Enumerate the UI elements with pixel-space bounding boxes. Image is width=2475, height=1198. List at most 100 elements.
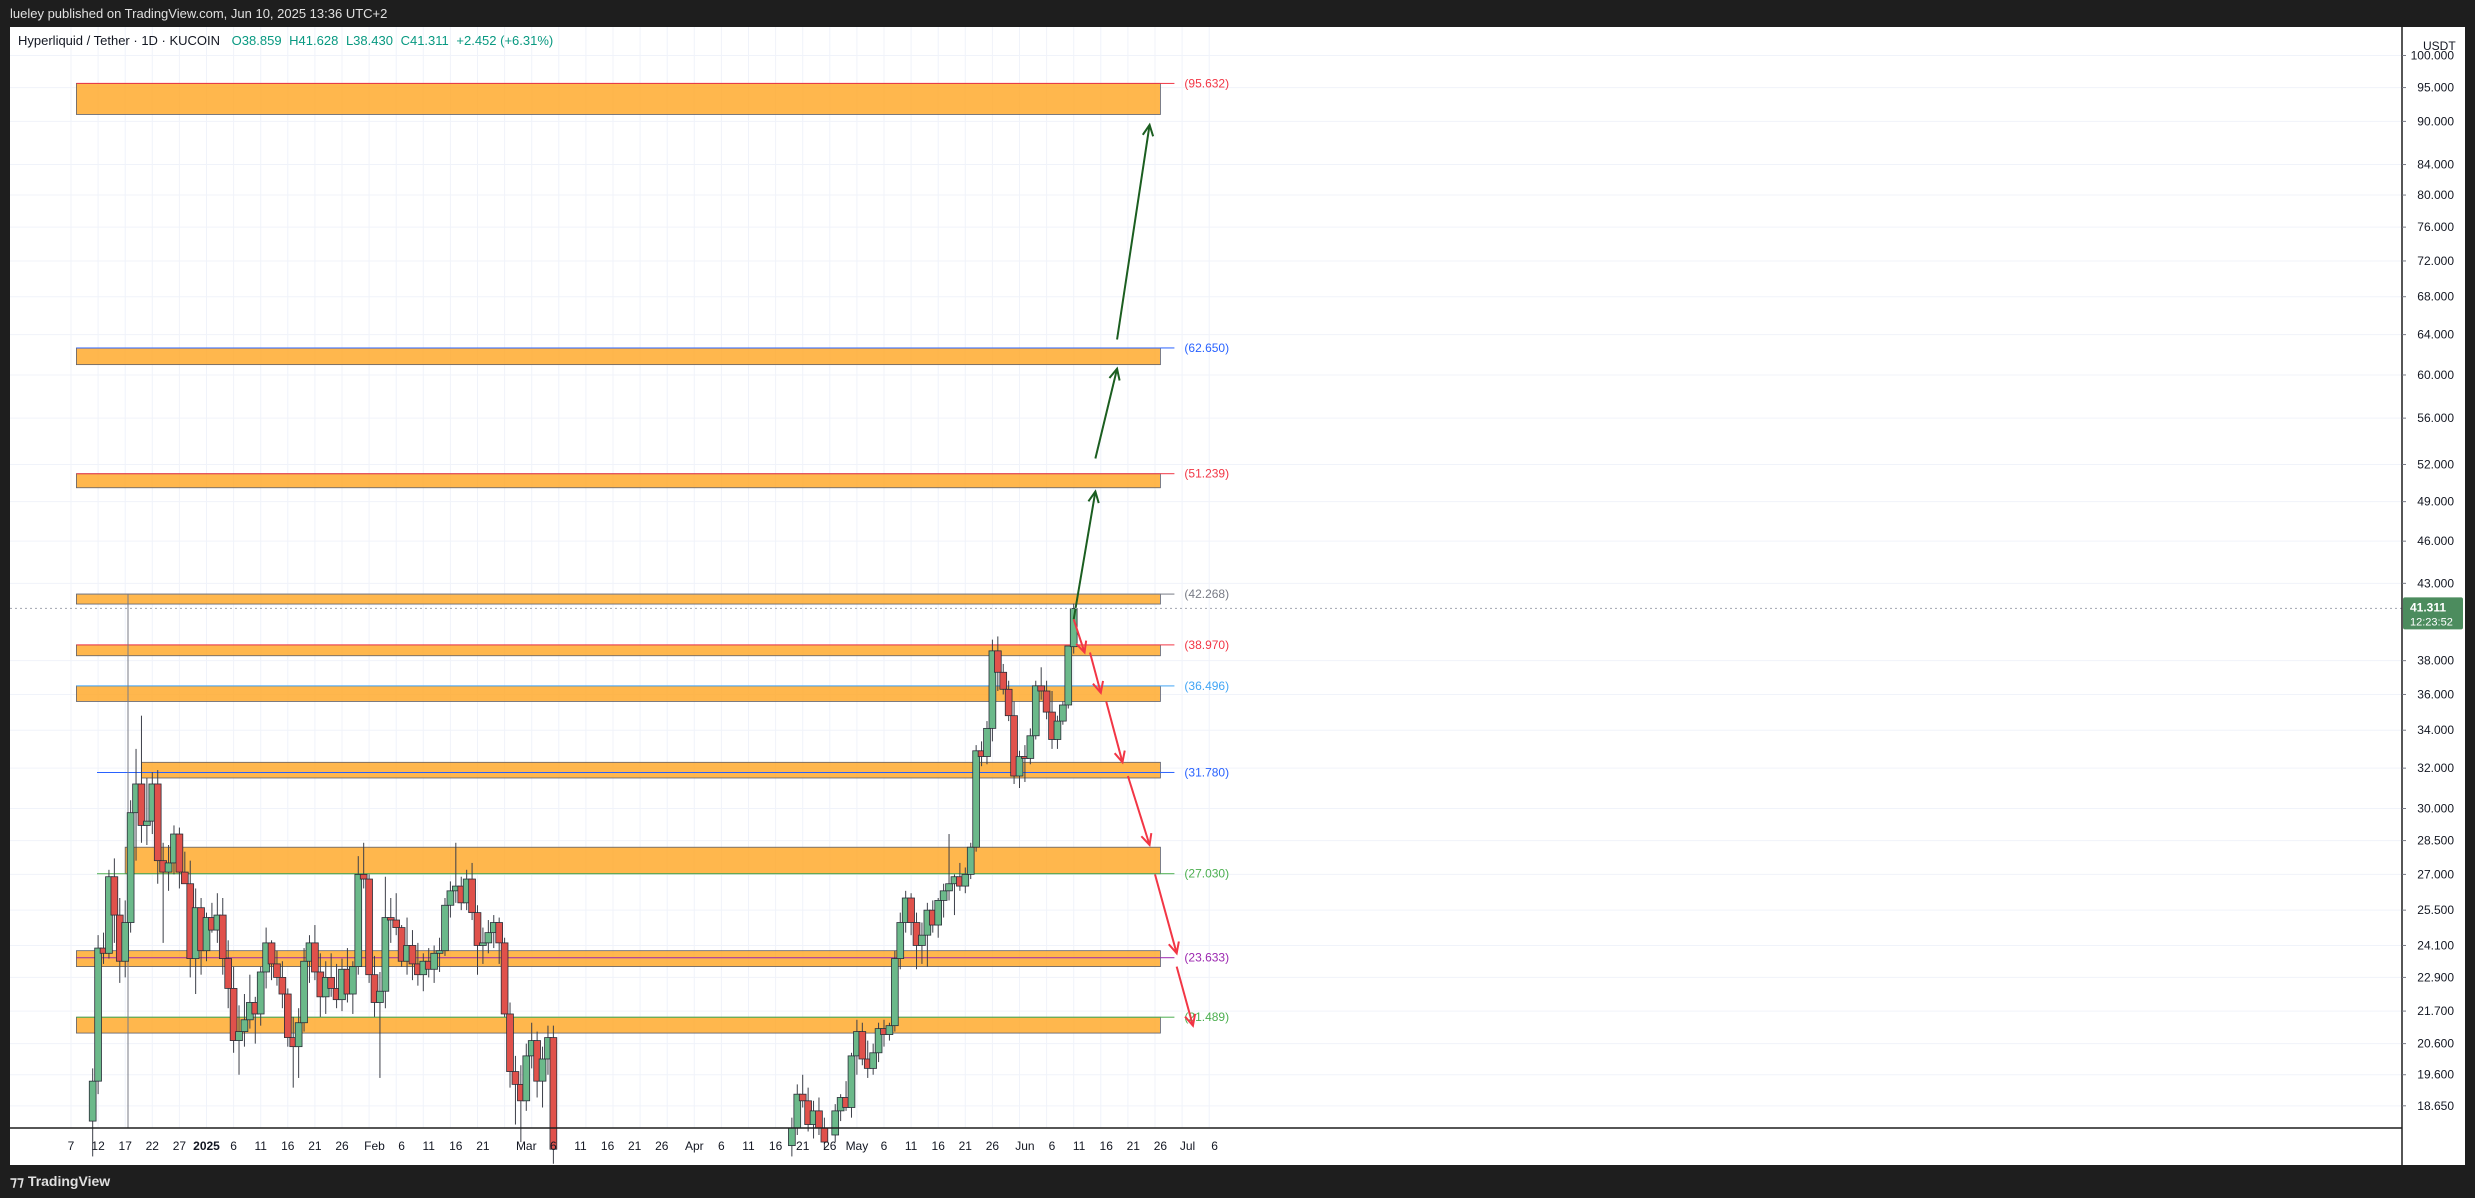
candle-body (126, 812, 135, 923)
time-tick-label: 6 (550, 1139, 557, 1153)
candle-body (912, 922, 921, 946)
candle-body (918, 934, 926, 946)
price-tick-label: 18.650 (2417, 1099, 2454, 1113)
time-tick-label: 27 (173, 1139, 187, 1153)
price-tick-label: 34.000 (2417, 723, 2454, 737)
candle-body (473, 912, 482, 946)
bear-path-segment (1126, 775, 1151, 846)
close-value: C41.311 (400, 33, 449, 48)
candle-body (831, 1110, 840, 1136)
bull-path-arrowhead (1087, 489, 1100, 504)
candle-body (397, 927, 406, 962)
countdown-label: 12:23:52 (2410, 616, 2453, 628)
candle-body (506, 1013, 514, 1072)
time-tick-label: 16 (281, 1139, 295, 1153)
price-tick-label: 56.000 (2417, 411, 2454, 425)
candle-body (359, 874, 368, 880)
candle-body (788, 1127, 796, 1147)
chart-frame[interactable]: (95.632) (62.650) (51.239) (42.268) (38.970)… (10, 27, 2465, 1165)
candle-body (311, 942, 319, 973)
candle-body (153, 783, 162, 862)
scenario-paths (10, 122, 2402, 1028)
low-value: L38.430 (345, 33, 393, 48)
price-tick-label: 32.000 (2417, 761, 2454, 775)
time-tick-label: 6 (881, 1139, 888, 1153)
candle-body (1031, 685, 1040, 737)
candle-body (484, 932, 493, 944)
candle-body (1026, 735, 1035, 759)
zone-level-label: (51.239) (1184, 467, 1229, 481)
candlestick-chart[interactable]: (95.632) (62.650) (51.239) (42.268) (38.970)… (10, 27, 2465, 1165)
bear-path-arrowhead (1075, 640, 1088, 655)
price-tick-label: 90.000 (2417, 114, 2454, 128)
candle-body (966, 846, 975, 875)
candle-body (988, 650, 997, 729)
bear-path-segment (1154, 874, 1178, 954)
bull-path-arrowhead (1141, 122, 1155, 137)
time-tick-label: 6 (230, 1139, 237, 1153)
candle-body (354, 874, 363, 967)
support-resistance-zone (124, 846, 1161, 875)
support-resistance-zone (76, 473, 1161, 489)
candle-body (983, 727, 991, 757)
time-tick-label: 16 (449, 1139, 463, 1153)
candle-body (386, 917, 395, 921)
candle-body (430, 952, 438, 970)
candle-body (939, 890, 948, 901)
price-tick-label: 38.000 (2417, 654, 2454, 668)
support-resistance-zone (141, 761, 1161, 779)
time-tick-label: 12 (91, 1139, 105, 1153)
time-tick-label: 21 (1127, 1139, 1141, 1153)
candle-body (256, 971, 265, 1015)
candle-body (961, 874, 970, 887)
price-tick-label: 100.000 (2411, 48, 2455, 62)
candle-body (1010, 715, 1018, 777)
price-tick-label: 24.100 (2417, 938, 2454, 952)
bull-path-segment (1072, 491, 1097, 620)
price-tick-label: 43.000 (2417, 576, 2454, 590)
candle-body (370, 974, 379, 1003)
bear-path-arrowhead (1092, 680, 1105, 695)
candle-body (137, 783, 146, 826)
bear-path-arrowhead (1113, 750, 1126, 765)
time-tick-label: 6 (718, 1139, 725, 1153)
candle-body (121, 922, 130, 962)
time-tick-label: 17 (119, 1139, 133, 1153)
price-tick-label: 64.000 (2417, 328, 2454, 342)
time-tick-label: 22 (146, 1139, 160, 1153)
candle-body (907, 897, 915, 923)
candle-body (218, 914, 227, 959)
candles (88, 603, 1078, 1164)
candle-body (240, 1019, 249, 1032)
price-tick-label: 68.000 (2417, 290, 2454, 304)
candle-body (376, 990, 384, 1003)
time-tick-label: 21 (476, 1139, 490, 1153)
bear-path-arrowhead (1168, 941, 1180, 956)
candle-body (181, 871, 189, 885)
price-tick-label: 19.600 (2417, 1068, 2454, 1082)
candle-body (446, 890, 455, 906)
tradingview-logo[interactable]: ⁊⁊ TradingView (10, 1173, 111, 1189)
candle-body (381, 917, 390, 992)
support-resistance-zone (76, 593, 1161, 605)
time-tick-label: Apr (685, 1139, 704, 1153)
bear-path-arrowhead (1184, 1013, 1197, 1028)
price-tick-label: 28.500 (2417, 834, 2454, 848)
support-resistance-zone (76, 950, 1161, 967)
time-tick-label: 6 (1211, 1139, 1218, 1153)
candle-body (88, 1080, 97, 1122)
candle-body (549, 1037, 558, 1150)
price-tick-label: 21.700 (2417, 1004, 2454, 1018)
candle-body (327, 977, 335, 989)
candle-body (294, 1022, 303, 1048)
candle-body (202, 917, 211, 952)
candle-body (224, 958, 232, 989)
candle-body (885, 1025, 894, 1035)
time-tick-label: 2025 (193, 1139, 220, 1153)
candle-body (1059, 704, 1067, 722)
bull-path-segment (1094, 368, 1119, 459)
bear-path-segment (1072, 618, 1086, 653)
price-tick-label: 60.000 (2417, 368, 2454, 382)
candle-body (1064, 645, 1073, 706)
candle-body (143, 820, 151, 826)
